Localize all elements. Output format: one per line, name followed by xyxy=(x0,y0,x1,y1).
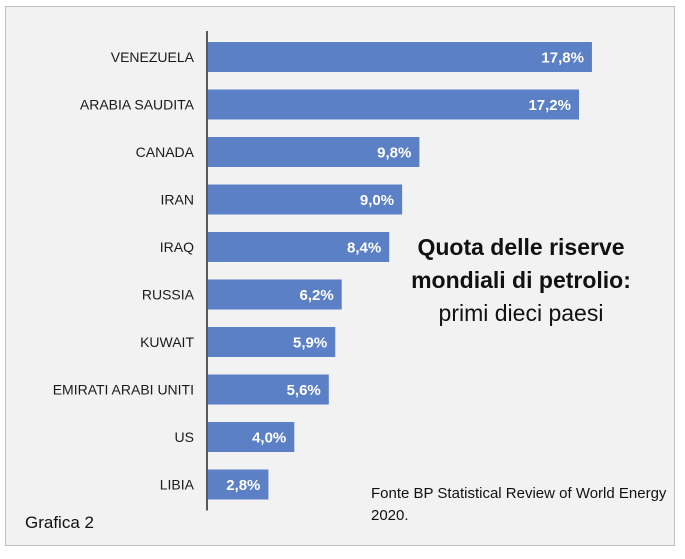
category-label: LIBIA xyxy=(160,477,195,493)
data-label: 8,4% xyxy=(347,240,381,257)
figure-label: Grafica 2 xyxy=(25,513,94,532)
bar xyxy=(208,89,580,120)
bar xyxy=(208,374,329,405)
bar xyxy=(208,327,336,357)
data-label: 6,2% xyxy=(300,287,334,304)
data-label: 9,8% xyxy=(377,145,411,162)
chart-frame: VENEZUELA 17,8% ARABIA SAUDITA 17,2% CANADA 9… xyxy=(5,6,675,546)
chart-title-regular: primi dieci paesi xyxy=(438,300,604,326)
category-label: ARABIA SAUDITA xyxy=(80,97,195,113)
category-label: EMIRATI ARABI UNITI xyxy=(53,382,194,398)
bar-chart: VENEZUELA 17,8% ARABIA SAUDITA 17,2% CANADA 9… xyxy=(53,31,592,511)
source-note: Fonte BP Statistical Review of World Ene… xyxy=(371,485,667,524)
data-label: 17,2% xyxy=(528,97,571,114)
category-label: IRAN xyxy=(161,192,194,208)
category-label: RUSSIA xyxy=(142,287,195,303)
data-label: 9,0% xyxy=(360,192,394,209)
bar xyxy=(208,422,295,452)
category-label: IRAQ xyxy=(160,239,194,255)
category-label: VENEZUELA xyxy=(111,49,195,65)
data-label: 5,6% xyxy=(287,382,321,399)
chart-title: Quota delle riserve mondiali di petrolio… xyxy=(401,231,641,330)
data-label: 17,8% xyxy=(541,50,584,67)
category-label: CANADA xyxy=(136,144,195,160)
category-label: KUWAIT xyxy=(140,334,194,350)
bar xyxy=(208,137,420,167)
bar xyxy=(208,279,342,310)
data-label: 5,9% xyxy=(293,335,327,352)
data-label: 4,0% xyxy=(252,430,286,447)
data-label: 2,8% xyxy=(226,477,260,494)
category-label: US xyxy=(175,429,194,445)
bar xyxy=(208,232,390,262)
bar xyxy=(208,184,403,215)
bar xyxy=(208,42,592,72)
bar xyxy=(208,469,269,500)
chart-title-bold: Quota delle riserve mondiali di petrolio… xyxy=(411,234,631,293)
